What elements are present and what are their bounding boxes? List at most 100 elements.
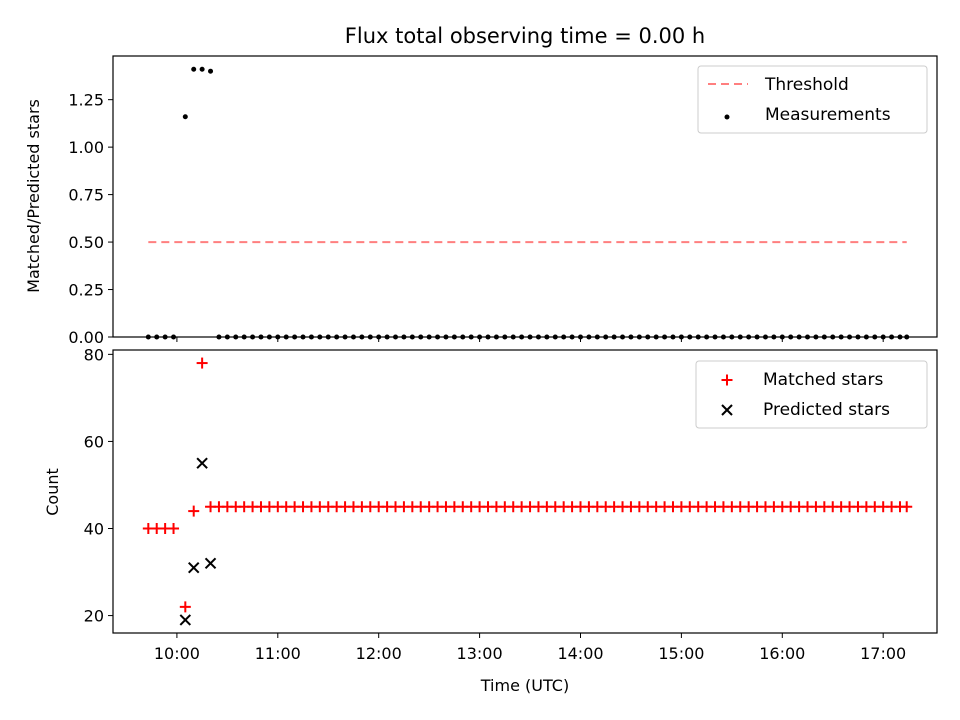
bottom-x-tick-label: 15:00	[658, 644, 704, 663]
measurement-point	[409, 334, 415, 340]
top-y-tick-label: 0.50	[68, 233, 104, 252]
measurement-point	[897, 334, 903, 340]
bottom-x-tick-label: 12:00	[356, 644, 402, 663]
bottom-x-tick-label: 11:00	[255, 644, 301, 663]
measurement-point	[535, 334, 541, 340]
matched-star-point	[179, 601, 191, 613]
measurement-point	[275, 334, 281, 340]
measurement-point	[376, 334, 382, 340]
measurement-point	[493, 334, 499, 340]
bottom-x-tick-label: 10:00	[154, 644, 200, 663]
measurement-point	[216, 334, 222, 340]
measurement-point	[855, 334, 861, 340]
measurement-point	[367, 334, 373, 340]
bottom-x-ticks: 10:00 11:00 12:00 13:00 14:00 15:00 16:00 17:00	[154, 633, 906, 663]
top-y-axis-label: Matched/Predicted stars	[24, 99, 43, 293]
measurement-point	[779, 334, 785, 340]
measurement-point	[191, 66, 197, 72]
measurement-point	[266, 334, 272, 340]
bottom-y-tick-label: 40	[84, 520, 104, 539]
measurement-point	[258, 334, 264, 340]
bottom-x-tick-label: 16:00	[759, 644, 805, 663]
top-axes: 0.00 0.25 0.50 0.75 1.00 1.25 Matched/Predict…	[24, 55, 938, 347]
measurement-point	[636, 334, 642, 340]
measurement-point	[393, 334, 399, 340]
measurement-point	[418, 334, 424, 340]
measurement-point	[325, 334, 331, 340]
measurement-point	[821, 334, 827, 340]
measurement-point	[771, 334, 777, 340]
measurement-point	[502, 334, 508, 340]
measurement-point	[754, 334, 760, 340]
measurement-point	[594, 334, 600, 340]
measurement-point	[561, 334, 567, 340]
bottom-y-ticks: 20 40 60 80	[84, 345, 113, 626]
legend-threshold-label: Threshold	[764, 75, 849, 95]
bottom-y-tick-label: 60	[84, 432, 104, 451]
measurement-point	[300, 334, 306, 340]
measurement-point	[250, 334, 256, 340]
top-series	[145, 66, 910, 340]
measurement-point	[145, 334, 151, 340]
legend-predicted-swatch	[721, 404, 733, 416]
bottom-x-axis-label: Time (UTC)	[480, 676, 569, 695]
measurement-point	[384, 334, 390, 340]
measurement-point	[720, 334, 726, 340]
measurement-point	[233, 334, 239, 340]
measurement-point	[813, 334, 819, 340]
measurement-point	[847, 334, 853, 340]
measurement-point	[712, 334, 718, 340]
matched-star-point	[901, 501, 913, 513]
predicted-star-point	[188, 561, 200, 574]
legend-predicted-label: Predicted stars	[763, 400, 890, 420]
measurement-point	[569, 334, 575, 340]
measurement-point	[199, 66, 205, 72]
measurement-point	[653, 334, 659, 340]
measurement-point	[880, 334, 886, 340]
measurement-point	[695, 334, 701, 340]
measurement-point	[485, 334, 491, 340]
measurement-point	[208, 68, 214, 74]
predicted-star-point	[204, 557, 217, 570]
measurement-point	[544, 334, 550, 340]
top-plot-frame	[112, 55, 938, 338]
measurement-point	[678, 334, 684, 340]
bottom-plot-frame	[112, 349, 938, 634]
predicted-star-point	[179, 614, 192, 626]
bottom-y-tick-label: 80	[84, 345, 104, 364]
measurement-point	[451, 334, 457, 340]
bottom-series	[142, 357, 913, 626]
measurement-point	[830, 334, 836, 340]
measurement-point	[519, 334, 525, 340]
measurement-point	[762, 334, 768, 340]
measurement-point	[350, 334, 356, 340]
measurement-point	[477, 334, 483, 340]
matched-star-point	[196, 357, 208, 369]
measurement-point	[904, 334, 910, 340]
legend-matched-label: Matched stars	[763, 370, 883, 390]
measurement-point	[670, 334, 676, 340]
measurement-point	[603, 334, 609, 340]
bottom-x-tick-label: 13:00	[457, 644, 503, 663]
legend-measurements-swatch	[724, 114, 730, 120]
measurement-point	[162, 334, 168, 340]
measurement-point	[435, 334, 441, 340]
measurement-point	[510, 334, 516, 340]
predicted-star-point	[196, 457, 208, 469]
chart-title: Flux total observing time = 0.00 h	[345, 24, 705, 48]
measurement-point	[645, 334, 651, 340]
measurement-point	[628, 334, 634, 340]
top-y-tick-label: 1.25	[68, 91, 104, 110]
measurement-point	[308, 334, 314, 340]
measurement-point	[577, 334, 583, 340]
measurement-point	[796, 334, 802, 340]
top-y-tick-label: 0.25	[68, 281, 104, 300]
top-y-tick-label: 0.75	[68, 186, 104, 205]
measurement-point	[342, 334, 348, 340]
measurement-point	[737, 334, 743, 340]
top-legend: Threshold Measurements	[697, 65, 928, 134]
top-y-ticks: 0.00 0.25 0.50 0.75 1.00 1.25	[68, 91, 113, 347]
bottom-legend: Matched stars Predicted stars	[695, 360, 928, 429]
bottom-x-tick-label: 14:00	[557, 644, 603, 663]
measurement-point	[687, 334, 693, 340]
